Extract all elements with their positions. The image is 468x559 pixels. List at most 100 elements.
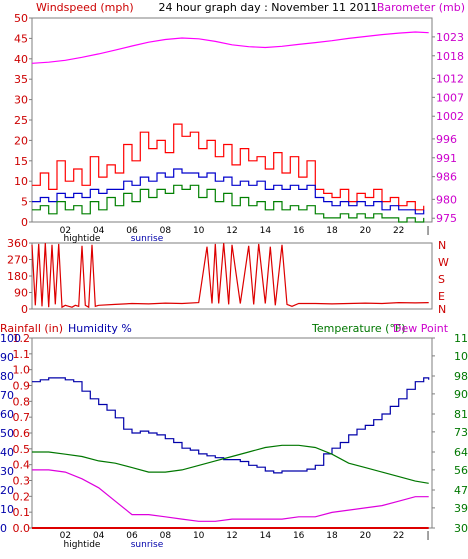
barometer-axis-label: Barometer (mb): [377, 1, 465, 14]
x-tick-label: 16: [293, 226, 305, 236]
humidity-tick-label: 50: [0, 427, 14, 440]
rainfall-tick-label: 1.1: [13, 348, 31, 361]
rainfall-tick-label: 1.0: [13, 364, 31, 377]
humidity-tick-label: 20: [0, 484, 14, 497]
x-tick-label: 22: [393, 226, 404, 236]
x-tick-label: 04: [93, 531, 105, 541]
x-tick-label: 16: [293, 531, 305, 541]
sunrise-label: sunrise: [131, 234, 164, 244]
compass-label: N: [438, 239, 446, 252]
x-tick-label: 14: [260, 226, 272, 236]
barometer-tick-label: 1012: [436, 72, 464, 85]
x-tick-label: 10: [193, 226, 205, 236]
hightide-label: hightide: [64, 540, 101, 550]
direction-tick-label: 180: [7, 270, 28, 283]
x-tick-label: 12: [226, 226, 237, 236]
wind-average-line: [32, 168, 425, 215]
x-tick-label: 02: [60, 226, 71, 236]
x-tick-label: |: [426, 531, 429, 541]
rainfall-tick-label: 0.4: [13, 459, 31, 472]
x-tick-label: 20: [360, 531, 372, 541]
x-tick-label: 20: [360, 226, 372, 236]
barometer-tick-label: 1023: [436, 31, 464, 44]
temperature-line: [32, 444, 429, 484]
wind-tick-label: 25: [14, 114, 28, 127]
rainfall-tick-label: 1.2: [13, 332, 31, 345]
direction-tick-label: 0: [21, 303, 28, 316]
compass-label: E: [438, 290, 445, 303]
barometer-tick-label: 980: [436, 193, 457, 206]
panel-frame-1: [31, 17, 433, 223]
barometer-tick-label: 991: [436, 152, 457, 165]
compass-label: W: [438, 256, 449, 269]
wind-low-line: [32, 184, 425, 223]
rainfall-axis-label: Rainfall (in): [0, 322, 63, 335]
humidity-line: [32, 377, 430, 474]
direction-tick-label: 90: [14, 287, 28, 300]
temperature-tick-label: 90: [454, 388, 468, 401]
wind-tick-label: 35: [14, 73, 28, 86]
rainfall-tick-label: 0.8: [13, 395, 31, 408]
barometer-tick-label: 996: [436, 133, 457, 146]
wind-gust-line: [32, 123, 425, 211]
humidity-tick-label: 90: [0, 351, 14, 364]
barometer-line: [31, 31, 429, 64]
wind-tick-label: 40: [14, 53, 28, 66]
temperature-tick-label: 115: [454, 332, 468, 345]
dew-point-axis-label: Dew Point: [393, 322, 449, 335]
temperature-tick-label: 47: [454, 484, 468, 497]
wind-tick-label: 20: [14, 134, 28, 147]
hightide-label: hightide: [64, 234, 101, 244]
x-tick-label: 04: [93, 226, 105, 236]
humidity-tick-label: 100: [0, 332, 21, 345]
compass-label: S: [438, 273, 445, 286]
humidity-tick-label: 10: [0, 503, 14, 516]
temperature-tick-label: 107: [454, 350, 468, 363]
compass-label: N: [438, 303, 446, 316]
x-tick-label: 06: [126, 531, 138, 541]
x-tick-label: 08: [160, 531, 172, 541]
x-tick-label: 06: [126, 226, 138, 236]
x-tick-label: 12: [226, 531, 237, 541]
x-tick-label: 18: [326, 531, 338, 541]
temperature-tick-label: 98: [454, 370, 468, 383]
x-tick-label: 02: [60, 531, 71, 541]
wind-tick-label: 0: [21, 216, 28, 229]
rainfall-tick-label: 0.3: [13, 475, 31, 488]
temperature-tick-label: 30: [454, 522, 468, 535]
temperature-tick-label: 56: [454, 464, 468, 477]
rainfall-tick-label: 0.5: [13, 443, 31, 456]
humidity-tick-label: 70: [0, 389, 14, 402]
barometer-tick-label: 1007: [436, 91, 464, 104]
chart-title: 24 hour graph day : November 11 2011: [158, 1, 377, 14]
barometer-tick-label: 986: [436, 171, 457, 184]
direction-tick-label: 360: [7, 237, 28, 250]
humidity-tick-label: 0: [0, 522, 7, 535]
x-tick-label: 14: [260, 531, 272, 541]
humidity-tick-label: 40: [0, 446, 14, 459]
rainfall-tick-label: 0.9: [13, 380, 31, 393]
wind-tick-label: 30: [14, 94, 28, 107]
x-tick-label: 08: [160, 226, 172, 236]
rainfall-tick-label: 0.2: [13, 490, 31, 503]
temperature-tick-label: 81: [454, 408, 468, 421]
temperature-tick-label: 39: [454, 502, 468, 515]
sunrise-label: sunrise: [131, 540, 164, 550]
temperature-tick-label: 64: [454, 446, 468, 459]
humidity-tick-label: 60: [0, 408, 14, 421]
wind-tick-label: 10: [14, 175, 28, 188]
dew-point-line: [32, 469, 429, 522]
wind-tick-label: 15: [14, 155, 28, 168]
barometer-tick-label: 975: [436, 212, 457, 225]
rainfall-tick-label: 0.7: [13, 411, 31, 424]
panel-frame-3: [31, 337, 433, 529]
humidity-axis-label: Humidity %: [68, 322, 132, 335]
x-tick-label: 22: [393, 531, 404, 541]
rainfall-tick-label: 0.0: [13, 522, 31, 535]
temperature-tick-label: 73: [454, 426, 468, 439]
humidity-tick-label: 80: [0, 370, 14, 383]
x-tick-label: 10: [193, 531, 205, 541]
barometer-tick-label: 1018: [436, 50, 464, 63]
wind-direction-line: [31, 242, 429, 309]
